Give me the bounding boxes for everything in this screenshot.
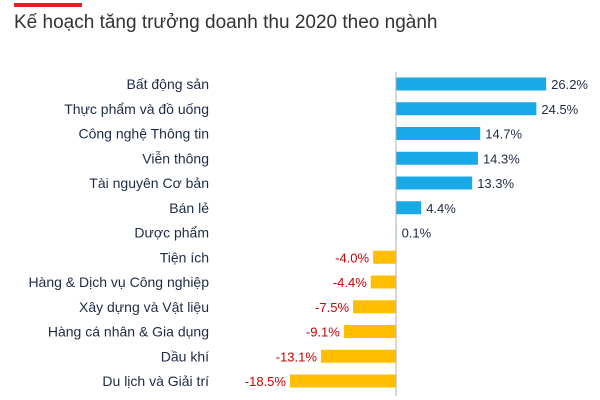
bar-12 — [289, 374, 396, 388]
category-label-12: Du lịch và Giải trí — [102, 373, 209, 389]
category-label-7: Tiện ích — [160, 249, 209, 265]
category-label-5: Bán lẻ — [169, 200, 209, 216]
value-label-4: 13.3% — [477, 176, 514, 191]
title-accent-bar — [14, 3, 82, 7]
category-label-6: Dược phẩm — [134, 225, 209, 241]
category-label-3: Viễn thông — [142, 150, 209, 166]
category-label-10: Hàng cá nhân & Gia dụng — [48, 324, 209, 340]
bar-4 — [396, 176, 473, 190]
value-label-10: -9.1% — [306, 325, 340, 340]
value-label-2: 14.7% — [485, 127, 522, 142]
category-label-4: Tài nguyên Cơ bản — [89, 175, 209, 191]
category-label-2: Công nghệ Thông tin — [78, 126, 209, 142]
bar-8 — [370, 275, 396, 289]
bar-2 — [396, 127, 481, 140]
bar-7 — [373, 250, 396, 264]
category-label-8: Hàng & Dịch vụ Công nghiệp — [28, 274, 209, 290]
bar-9 — [353, 300, 396, 314]
value-label-0: 26.2% — [551, 77, 588, 92]
value-label-5: 4.4% — [426, 201, 456, 216]
category-label-11: Dầu khí — [161, 348, 209, 364]
value-label-11: -13.1% — [276, 349, 318, 364]
bar-3 — [396, 151, 478, 165]
value-label-8: -4.4% — [333, 275, 367, 290]
bar-5 — [396, 201, 422, 215]
category-label-9: Xây dựng và Vật liệu — [79, 299, 209, 315]
bars-group — [289, 77, 547, 388]
value-label-12: -18.5% — [245, 374, 287, 389]
bar-1 — [396, 102, 537, 116]
category-label-0: Bất động sản — [126, 76, 209, 92]
bar-11 — [320, 349, 396, 363]
value-label-9: -7.5% — [315, 300, 349, 315]
category-label-1: Thực phẩm và đồ uống — [64, 101, 209, 117]
value-label-1: 24.5% — [541, 102, 578, 117]
bar-10 — [343, 325, 396, 338]
bar-0 — [396, 77, 547, 91]
value-label-6: 0.1% — [402, 226, 432, 241]
value-label-3: 14.3% — [483, 151, 520, 166]
value-label-7: -4.0% — [335, 250, 369, 265]
chart-title: Kế hoạch tăng trưởng doanh thu 2020 theo… — [14, 12, 438, 33]
category-labels: Bất động sản Thực phẩm và đồ uống Công ngh… — [28, 76, 209, 389]
value-labels: 26.2% 24.5% 14.7% 14.3% 13.3% 4.4% 0.1% -4.0% -4… — [245, 77, 589, 389]
